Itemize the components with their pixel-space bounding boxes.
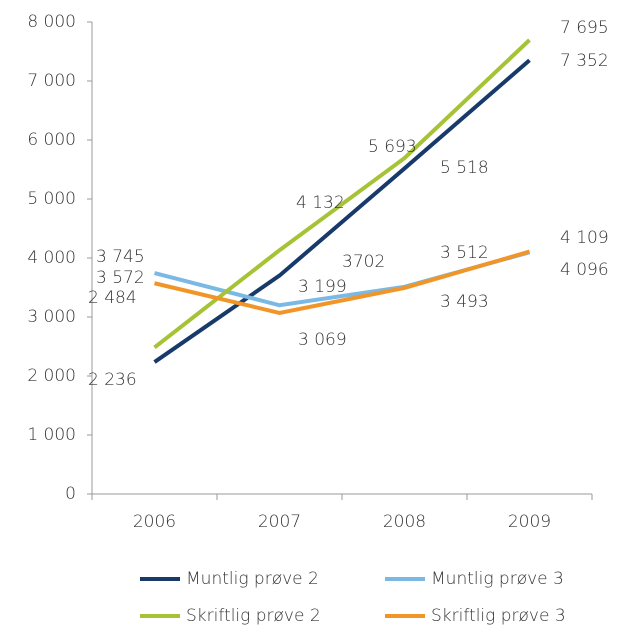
x-tick-label: 2009 xyxy=(508,512,551,532)
value-label: 3 745 xyxy=(96,247,145,267)
value-label: 3 572 xyxy=(96,268,145,288)
legend-label: Skriftlig prøve 3 xyxy=(431,606,566,626)
value-label: 5 693 xyxy=(368,137,417,157)
x-tick-label: 2006 xyxy=(133,512,176,532)
value-label: 5 518 xyxy=(440,158,489,178)
value-label: 3 199 xyxy=(298,277,347,297)
value-label: 7 352 xyxy=(560,51,609,71)
y-tick-label: 4 000 xyxy=(27,248,76,268)
series-line xyxy=(154,249,531,315)
value-label: 3702 xyxy=(342,252,385,272)
value-label: 3 512 xyxy=(440,243,489,263)
y-tick-label: 6 000 xyxy=(27,130,76,150)
y-tick-label: 3 000 xyxy=(27,307,76,327)
y-tick-label: 8 000 xyxy=(27,12,76,32)
y-tick-label: 7 000 xyxy=(27,71,76,91)
value-label: 3 493 xyxy=(440,292,489,312)
y-tick-label: 2 000 xyxy=(27,366,76,386)
value-label: 4 096 xyxy=(560,260,609,280)
value-label: 7 695 xyxy=(560,18,609,38)
legend-label: Muntlig prøve 3 xyxy=(431,569,564,589)
series-line xyxy=(153,58,531,364)
x-tick-label: 2007 xyxy=(258,512,301,532)
value-label: 2 484 xyxy=(88,288,137,308)
y-tick-label: 5 000 xyxy=(27,189,76,209)
value-label: 3 069 xyxy=(298,330,347,350)
legend-label: Skriftlig prøve 2 xyxy=(186,606,321,626)
y-tick-label: 1 000 xyxy=(27,425,76,445)
y-tick-label: 0 xyxy=(65,484,76,504)
legend-label: Muntlig prøve 2 xyxy=(186,569,319,589)
value-label: 4 132 xyxy=(296,193,345,213)
value-label: 4 109 xyxy=(560,228,609,248)
value-label: 2 236 xyxy=(88,370,137,390)
x-tick-label: 2008 xyxy=(383,512,426,532)
